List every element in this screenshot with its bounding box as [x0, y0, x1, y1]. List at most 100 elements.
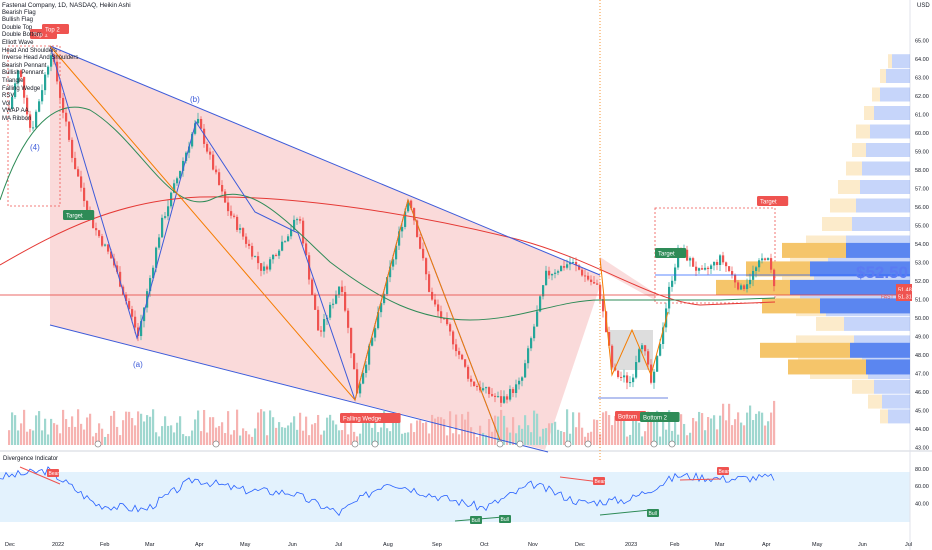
candle-body — [758, 260, 761, 268]
indicator-item[interactable]: Bearish Flag — [2, 9, 36, 16]
candle-body — [179, 170, 182, 179]
volume-bar — [380, 427, 383, 445]
volume-bar — [659, 436, 662, 445]
indicator-item[interactable]: Double Top — [2, 24, 33, 31]
volume-bar — [302, 430, 305, 445]
price-callout: $52.50 — [856, 263, 908, 282]
volume-bar — [203, 409, 206, 445]
time-tick: Dec — [5, 542, 15, 548]
volume-bar — [248, 434, 251, 445]
candle-body — [32, 127, 35, 129]
volume-bar — [623, 415, 626, 445]
time-tick: 2022 — [52, 542, 64, 548]
volume-bar — [32, 430, 35, 445]
volume-bar — [617, 412, 620, 445]
candle-body — [233, 215, 236, 217]
candle-body — [545, 270, 548, 286]
volume-bar — [377, 432, 380, 445]
volume-bar — [680, 414, 683, 445]
candle-body — [464, 359, 467, 367]
indicator-item[interactable]: Head And Shoulders — [2, 47, 58, 54]
candle-body — [197, 118, 200, 124]
candle-body — [191, 133, 194, 147]
candle-body — [362, 372, 365, 384]
indicator-item[interactable]: Bullish Flag — [2, 17, 34, 24]
profile-bar-bg — [880, 409, 888, 424]
candle-body — [278, 250, 281, 256]
volume-bar — [200, 431, 203, 445]
volume-bar — [656, 410, 659, 445]
profile-bar-bg — [872, 87, 880, 102]
target1-label: Target — [66, 213, 83, 219]
volume-bar — [671, 430, 674, 445]
volume-bar — [104, 436, 107, 445]
indicator-item[interactable]: MA Ribbon — [2, 115, 32, 122]
volume-bar — [503, 415, 506, 445]
volume-bar — [116, 426, 119, 445]
profile-bar-bg — [892, 54, 910, 69]
wavea-label: (a) — [133, 360, 143, 369]
osc-label: Bull — [472, 518, 480, 524]
indicator-item[interactable]: Falling Wedge — [2, 85, 41, 92]
candle-body — [506, 396, 509, 400]
candle-body — [617, 370, 620, 377]
volume-bar — [368, 418, 371, 445]
indicator-item[interactable]: Bullish Pennant — [2, 70, 44, 77]
price-tick: 65.00 — [915, 39, 929, 45]
candle-body — [167, 206, 170, 217]
volume-bar — [587, 432, 590, 445]
volume-bar — [71, 416, 74, 445]
indicator-item[interactable]: VWAP AA — [2, 108, 29, 115]
volume-bar — [335, 424, 338, 445]
wedge-upper — [49, 45, 601, 276]
volume-bar — [608, 414, 611, 445]
volume-bar — [56, 424, 59, 445]
candle-body — [521, 377, 524, 381]
top2-label: Top 2 — [45, 27, 60, 33]
candle-body — [86, 201, 89, 213]
volume-bar — [509, 432, 512, 445]
volume-bar — [437, 416, 440, 445]
bear-divergence — [679, 478, 721, 481]
indicator-item[interactable]: RSV — [2, 93, 15, 100]
candle-body — [716, 261, 719, 265]
candle-body — [107, 244, 110, 252]
volume-bar — [152, 409, 155, 445]
volume-bar — [293, 416, 296, 445]
indicator-item[interactable]: Double Bottom — [2, 32, 42, 39]
candle-body — [722, 255, 725, 263]
candle-body — [287, 236, 290, 242]
volume-bar — [167, 425, 170, 445]
candle-body — [638, 349, 641, 363]
volume-bar — [581, 427, 584, 445]
volume-bar — [179, 416, 182, 445]
indicator-item[interactable]: Elliott Wave — [2, 39, 34, 46]
indicator-legend: Fastenal Company, 1D, NASDAQ, Heikin Ash… — [2, 2, 131, 124]
time-tick: Sep — [432, 542, 442, 548]
volume-bar — [173, 432, 176, 445]
volume-bar — [89, 413, 92, 445]
candle-body — [131, 309, 134, 317]
price-tick: 55.00 — [915, 224, 929, 230]
candle-body — [482, 388, 485, 391]
candle-body — [266, 266, 269, 270]
event-marker — [564, 440, 572, 448]
osc-tick: 40.00 — [915, 501, 929, 507]
indicator-item[interactable]: Inverse Head And Shoulders — [2, 55, 79, 62]
volume-bar — [161, 426, 164, 445]
indicator-item[interactable]: Triangle — [2, 77, 24, 84]
candle-body — [590, 279, 593, 283]
volume-bar — [140, 413, 143, 445]
volume-bar — [227, 411, 230, 445]
candle-body — [155, 247, 158, 268]
indicator-item[interactable]: Bearish Pennant — [2, 62, 47, 69]
candle-body — [227, 202, 230, 212]
candle-body — [626, 375, 629, 383]
volume-bar — [164, 416, 167, 445]
candle-body — [110, 251, 113, 259]
volume-bar — [635, 411, 638, 445]
indicator-item[interactable]: Vol — [2, 100, 11, 107]
fast-price-tag: 51.31 — [898, 295, 912, 301]
candle-body — [212, 154, 215, 170]
